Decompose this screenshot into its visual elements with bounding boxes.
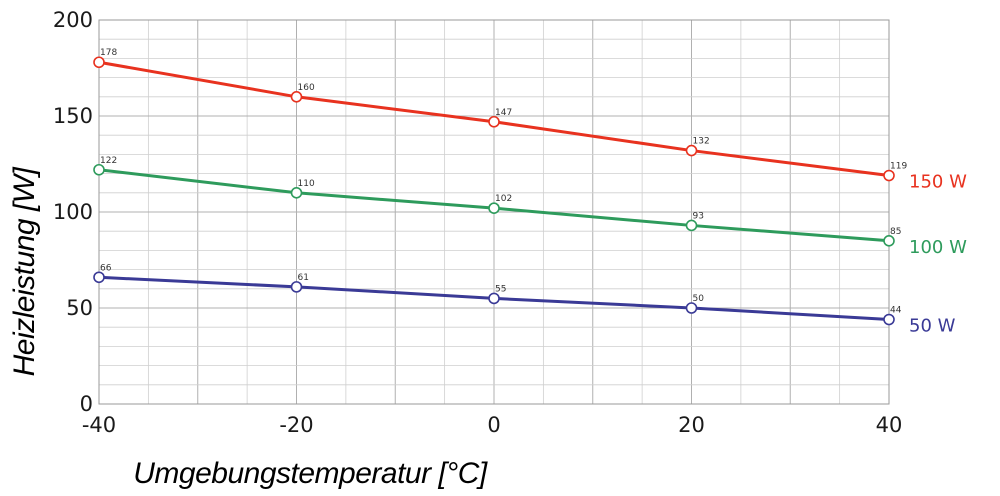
data-label: 44 xyxy=(890,306,902,316)
data-label: 93 xyxy=(693,211,704,221)
data-label: 122 xyxy=(100,156,117,166)
series-label: 100 W xyxy=(909,237,967,258)
x-tick-label: 40 xyxy=(876,413,903,437)
data-label: 110 xyxy=(298,179,315,189)
data-label: 178 xyxy=(100,48,117,58)
data-point xyxy=(685,219,698,232)
data-label: 55 xyxy=(495,284,506,294)
x-tick-label: -40 xyxy=(82,413,116,437)
y-tick-label: 100 xyxy=(53,200,93,224)
data-point xyxy=(93,56,105,69)
series-label: 150 W xyxy=(909,172,967,193)
y-tick-label: 150 xyxy=(53,104,93,128)
data-point xyxy=(685,144,698,157)
data-point xyxy=(883,313,895,326)
x-tick-label: -20 xyxy=(279,413,313,437)
grid xyxy=(98,19,890,405)
data-point xyxy=(488,292,500,305)
x-axis-label: Umgebungstemperatur [°C] xyxy=(133,457,488,490)
data-label: 102 xyxy=(495,194,512,204)
data-point xyxy=(290,281,303,293)
data-label: 132 xyxy=(693,137,710,147)
data-label: 119 xyxy=(890,162,907,172)
series-50w: 66 61 55 50 44 50 W xyxy=(93,263,956,337)
data-point xyxy=(488,202,500,214)
y-tick-label: 0 xyxy=(80,392,93,416)
x-tick-label: 0 xyxy=(487,413,500,437)
data-label: 85 xyxy=(890,227,901,237)
data-label: 61 xyxy=(298,273,309,283)
data-label: 50 xyxy=(693,294,705,304)
data-label: 147 xyxy=(495,108,512,118)
data-point xyxy=(488,115,500,128)
data-point xyxy=(290,91,303,103)
x-axis-ticks: -40 -20 0 20 40 xyxy=(82,413,903,437)
data-point xyxy=(93,271,105,284)
x-tick-label: 20 xyxy=(678,413,705,437)
data-point xyxy=(685,302,698,314)
y-axis-ticks: 0 50 100 150 200 xyxy=(53,8,93,416)
series-100w: 122 110 102 93 85 100 W xyxy=(93,156,967,258)
plot-frame xyxy=(98,19,890,405)
y-tick-label: 50 xyxy=(66,296,93,320)
data-point xyxy=(883,235,895,247)
data-label: 160 xyxy=(298,83,315,93)
data-point xyxy=(290,187,303,199)
y-tick-label: 200 xyxy=(53,8,93,32)
data-point xyxy=(93,163,105,176)
data-point xyxy=(883,169,895,182)
series-label: 50 W xyxy=(909,316,956,337)
y-axis-label: Heizleistung [W] xyxy=(8,166,41,376)
data-label: 66 xyxy=(100,263,112,273)
